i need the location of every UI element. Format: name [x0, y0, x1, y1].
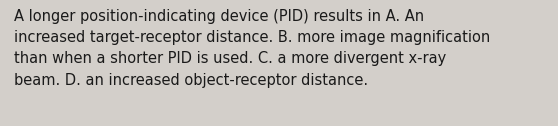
Text: A longer position-indicating device (PID) results in A. An
increased target-rece: A longer position-indicating device (PID…: [14, 9, 490, 88]
